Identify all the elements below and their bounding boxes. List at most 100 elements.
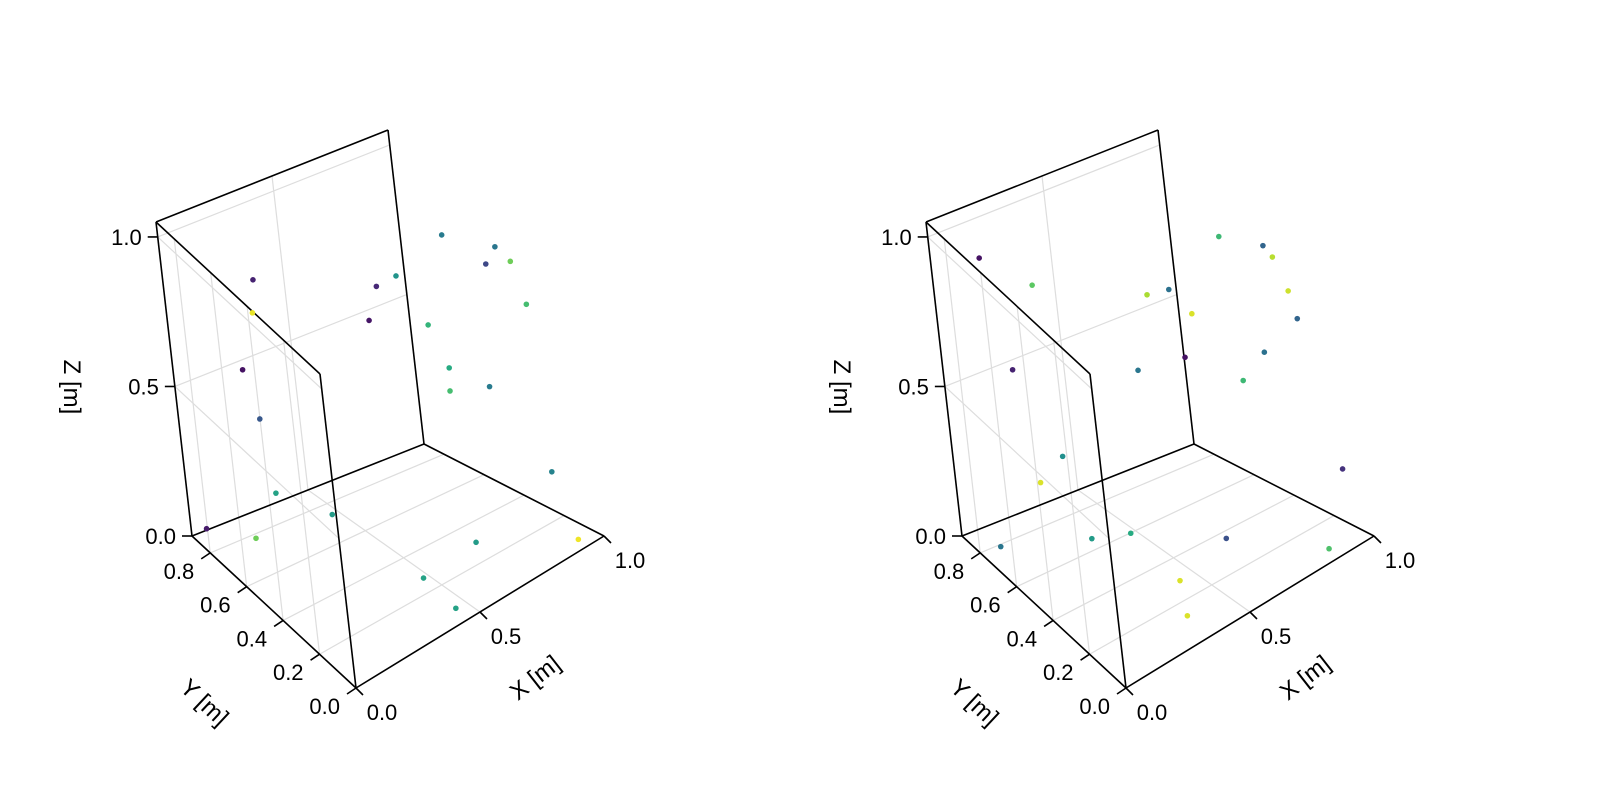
scatter3d-panel-2: 0.00.51.00.00.20.40.60.80.00.51.0X [m]Y … (828, 129, 1415, 732)
grid-line (173, 238, 211, 553)
grid-line (1016, 306, 1054, 621)
data-point (239, 366, 246, 373)
data-point (482, 261, 489, 267)
data-point (446, 365, 453, 371)
data-point (1177, 577, 1183, 584)
z-tick-label: 0.0 (915, 524, 946, 549)
x-tick (355, 687, 364, 696)
axis-edge (191, 535, 357, 689)
data-point (1240, 377, 1247, 384)
grid-line (246, 306, 284, 621)
y-tick-label: 0.4 (237, 626, 268, 651)
y-tick (1116, 687, 1127, 695)
data-point (1294, 315, 1301, 322)
data-point (976, 255, 982, 261)
y-tick (310, 653, 320, 661)
y-tick-label: 0.2 (1043, 660, 1074, 685)
axis-edge (961, 535, 1127, 689)
data-point (1135, 367, 1141, 374)
axis-edge (925, 129, 1159, 223)
data-point (1165, 286, 1172, 293)
x-tick (1373, 535, 1382, 544)
x-tick-label: 0.5 (1261, 624, 1292, 649)
x-axis-label: X [m] (1275, 650, 1336, 706)
y-tick-label: 0.0 (309, 694, 340, 719)
axis-edge (1157, 129, 1195, 445)
grid-line (282, 340, 321, 655)
data-point (447, 388, 453, 394)
y-tick-label: 0.0 (1079, 694, 1110, 719)
data-point (549, 468, 555, 475)
data-point (1261, 349, 1268, 356)
data-point (1059, 453, 1066, 460)
grid-line (1041, 175, 1079, 491)
x-tick (1125, 687, 1134, 696)
y-tick (237, 586, 248, 594)
y-tick (1080, 653, 1090, 661)
x-tick (603, 535, 612, 544)
x-tick (479, 611, 488, 620)
data-point (507, 258, 514, 265)
data-point (523, 301, 530, 308)
axis-edge (1193, 443, 1375, 537)
data-point (1009, 366, 1016, 373)
axis-edge (191, 443, 425, 537)
grid-line (174, 386, 340, 539)
data-point (1037, 479, 1044, 486)
axis-edge (155, 129, 389, 223)
data-point (203, 525, 210, 532)
data-point (1182, 354, 1188, 361)
y-tick (1007, 586, 1018, 594)
data-point (1285, 288, 1291, 294)
data-point (1269, 254, 1276, 260)
data-point (253, 535, 259, 542)
data-point (1144, 291, 1150, 298)
data-point (1339, 466, 1346, 472)
y-tick (970, 552, 981, 560)
z-tick-label: 0.5 (898, 374, 929, 399)
grid-line (210, 272, 248, 587)
grid-line (271, 175, 309, 491)
data-point (997, 543, 1004, 550)
data-point (1260, 242, 1266, 249)
x-axis-label: X [m] (505, 650, 566, 706)
data-point (249, 310, 256, 316)
z-axis-label: Z [m] (828, 360, 855, 415)
y-tick-label: 0.2 (273, 660, 304, 685)
data-point (1127, 530, 1134, 537)
y-tick-label: 0.8 (164, 559, 195, 584)
data-point (473, 539, 479, 546)
grid-line (927, 236, 1093, 390)
data-point (486, 383, 493, 390)
data-point (1184, 612, 1191, 619)
z-axis-label: Z [m] (58, 360, 85, 415)
data-point (1216, 233, 1222, 240)
data-point (256, 416, 263, 422)
data-point (1089, 535, 1095, 542)
data-point (1326, 545, 1332, 552)
data-point (420, 575, 427, 581)
data-point (366, 317, 372, 324)
axis-edge (319, 373, 357, 689)
y-tick-label: 0.8 (934, 559, 965, 584)
data-point (273, 490, 279, 496)
z-tick-label: 0.0 (145, 524, 176, 549)
y-tick-label: 0.4 (1007, 626, 1038, 651)
axis-edge (925, 221, 963, 537)
axis-edge (1089, 373, 1127, 689)
axis-edge (961, 443, 1195, 537)
y-tick (273, 619, 284, 628)
data-point (1189, 310, 1195, 317)
x-tick-label: 0.0 (1137, 700, 1168, 725)
data-point (492, 243, 498, 250)
y-tick (346, 687, 357, 695)
data-point (575, 536, 582, 543)
axis-edge (155, 221, 321, 375)
data-point (1029, 282, 1035, 288)
scatter3d-panel-1: 0.00.51.00.00.20.40.60.80.00.51.0X [m]Y … (58, 129, 645, 732)
y-axis-label: Y [m] (944, 674, 1003, 732)
x-tick-label: 0.0 (367, 700, 398, 725)
grid-line (944, 386, 1110, 539)
z-tick-label: 1.0 (881, 225, 912, 250)
